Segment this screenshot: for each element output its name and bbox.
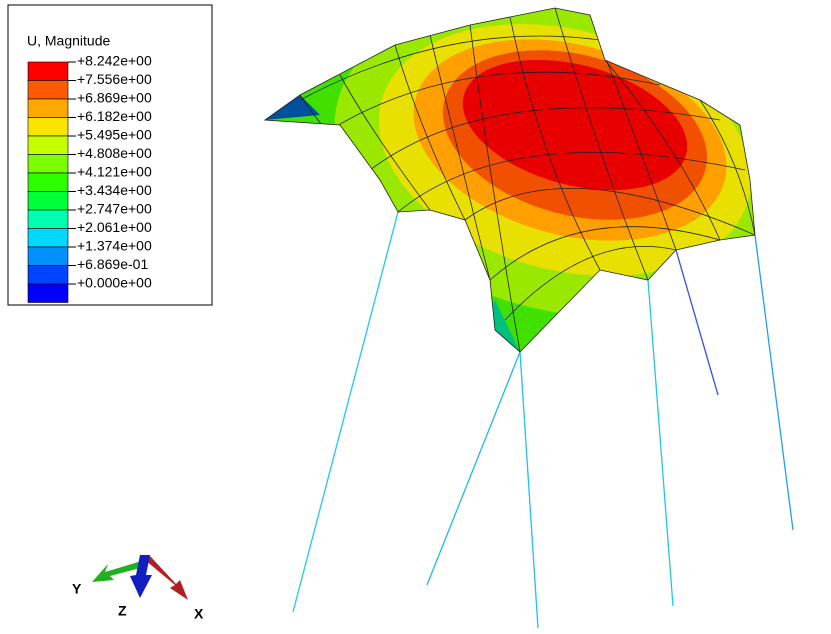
legend-label: +8.242e+00 [77, 53, 152, 69]
legend-swatch [27, 80, 69, 100]
roof-contour [265, 8, 755, 352]
y-arrow [92, 560, 148, 582]
column [647, 279, 674, 607]
legend-label: +2.061e+00 [77, 219, 152, 235]
legend-label: +4.121e+00 [77, 164, 152, 180]
legend-swatch [27, 154, 69, 174]
legend-swatch [27, 61, 69, 81]
legend-swatch [27, 172, 69, 192]
triad-x: X [194, 606, 204, 622]
legend-label: +6.182e+00 [77, 108, 152, 124]
legend-swatch [27, 117, 69, 137]
legend-label: +6.869e+00 [77, 90, 152, 106]
legend-label: +5.495e+00 [77, 127, 152, 143]
columns [292, 211, 794, 629]
legend-title: U, Magnitude [27, 33, 110, 49]
triad-y: Y [72, 581, 82, 597]
legend-swatch [27, 228, 69, 248]
column [426, 351, 521, 586]
legend-swatch [27, 191, 69, 211]
legend-label: +0.000e+00 [77, 275, 152, 291]
legend-swatch [27, 98, 69, 118]
column [675, 249, 719, 396]
legend-swatch [27, 209, 69, 229]
legend-label: +4.808e+00 [77, 145, 152, 161]
roof-outline [263, 7, 756, 353]
legend-label: +1.374e+00 [77, 238, 152, 254]
legend-label: +2.747e+00 [77, 201, 152, 217]
column [519, 351, 539, 629]
legend-swatch [27, 135, 69, 155]
z-arrow [130, 555, 152, 598]
legend-swatch [27, 283, 69, 303]
triad-z: Z [118, 603, 127, 619]
legend-swatch [27, 246, 69, 266]
legend-label: +3.434e+00 [77, 182, 152, 198]
triad: Y Z X [72, 555, 204, 622]
column [292, 211, 399, 613]
legend-label: +6.869e-01 [77, 256, 148, 272]
legend: +8.242e+00 +7.556e+00 +6.869e+00 +6.182e+00… [27, 53, 152, 303]
legend-swatch [27, 265, 69, 285]
x-arrow [145, 556, 188, 600]
legend-label: +7.556e+00 [77, 71, 152, 87]
column [754, 234, 794, 531]
